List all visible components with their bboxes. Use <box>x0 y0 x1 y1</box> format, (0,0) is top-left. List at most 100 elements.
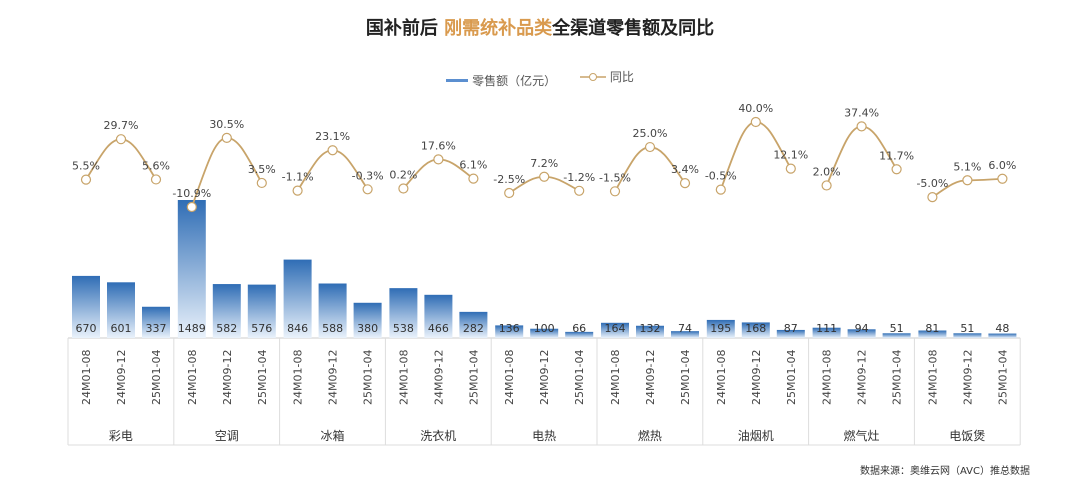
period-tick-label: 24M01-08 <box>503 350 516 405</box>
group-tick-label: 电热 <box>532 429 556 443</box>
bar-value-label: 87 <box>784 322 798 335</box>
period-tick-label: 25M01-04 <box>785 350 798 405</box>
yoy-point <box>997 173 1008 184</box>
period-tick-label: 24M01-08 <box>609 350 622 405</box>
bar-value-label: 168 <box>745 322 766 335</box>
period-tick-label: 24M09-12 <box>221 350 234 405</box>
yoy-value-label: -5.0% <box>916 177 948 190</box>
bar-value-label: 538 <box>393 322 414 335</box>
bar-value-label: 132 <box>640 322 661 335</box>
bar <box>988 333 1017 338</box>
period-tick-label: 25M01-04 <box>573 350 586 405</box>
bar-value-label: 380 <box>357 322 378 335</box>
yoy-point <box>115 134 127 145</box>
yoy-value-label: 29.7% <box>104 119 139 132</box>
yoy-point <box>327 145 338 156</box>
bar-value-label: 51 <box>890 322 904 335</box>
yoy-point <box>750 116 761 128</box>
bar-value-label: 1489 <box>178 322 206 335</box>
yoy-value-label: 37.4% <box>844 106 879 119</box>
period-tick-label: 25M01-04 <box>256 350 269 405</box>
legend-label-yoy: 同比 <box>609 70 634 84</box>
bar-value-label: 670 <box>76 322 97 335</box>
bar-value-label: 337 <box>146 322 167 335</box>
bar-value-label: 66 <box>572 322 586 335</box>
bar <box>671 331 699 338</box>
yoy-point <box>679 178 691 189</box>
yoy-point <box>468 173 479 184</box>
period-tick-label: 24M09-12 <box>327 350 340 405</box>
yoy-point <box>150 174 162 185</box>
yoy-value-label: -1.5% <box>599 171 631 184</box>
yoy-value-label: 7.2% <box>530 157 558 170</box>
yoy-value-label: 11.7% <box>879 149 914 162</box>
yoy-point <box>504 187 515 199</box>
bar <box>565 331 594 338</box>
yoy-point <box>221 132 232 143</box>
bar-value-label: 195 <box>710 322 731 335</box>
period-tick-label: 25M01-04 <box>996 350 1009 405</box>
bar <box>706 319 735 338</box>
bar <box>389 288 418 338</box>
bar <box>741 322 770 338</box>
period-tick-label: 24M01-08 <box>292 350 305 405</box>
period-tick-label: 24M09-12 <box>644 350 657 405</box>
yoy-value-label: 25.0% <box>633 127 668 140</box>
legend-label-sales: 零售额（亿元） <box>472 73 557 88</box>
yoy-point <box>856 121 867 132</box>
yoy-point <box>574 185 585 196</box>
legend: 零售额（亿元） 同比 <box>0 68 1080 89</box>
period-tick-label: 24M09-12 <box>961 350 974 405</box>
group-tick-label: 油烟机 <box>738 429 774 443</box>
yoy-point <box>785 163 796 174</box>
legend-line-swatch <box>579 72 606 81</box>
bar-value-label: 94 <box>855 322 869 335</box>
yoy-value-label: 17.6% <box>421 139 456 152</box>
period-tick-label: 24M09-12 <box>750 350 763 405</box>
group-tick-label: 洗衣机 <box>420 428 456 443</box>
bar <box>283 259 312 338</box>
period-tick-label: 24M09-12 <box>115 350 128 405</box>
period-tick-label: 25M01-04 <box>891 350 904 405</box>
period-tick-label: 24M01-08 <box>186 350 199 405</box>
yoy-point <box>256 177 267 189</box>
yoy-value-label: -1.2% <box>563 171 595 184</box>
bar <box>177 200 206 338</box>
bar <box>247 284 276 338</box>
bar <box>847 329 876 338</box>
period-tick-label: 24M09-12 <box>538 350 551 405</box>
period-tick-label: 24M01-08 <box>715 350 728 405</box>
period-tick-label: 25M01-04 <box>150 350 163 405</box>
bar <box>142 306 170 338</box>
yoy-point <box>927 192 938 203</box>
yoy-value-label: 5.5% <box>72 160 100 173</box>
yoy-point <box>362 184 373 195</box>
yoy-value-label: 3.4% <box>671 163 699 176</box>
yoy-value-label: 23.1% <box>315 130 350 143</box>
yoy-point <box>398 183 409 194</box>
yoy-value-label: 2.0% <box>813 165 841 178</box>
bar <box>424 294 453 338</box>
bar <box>72 275 100 338</box>
bar <box>882 333 911 338</box>
yoy-point <box>715 184 726 195</box>
group-tick-label: 燃气灶 <box>843 428 879 443</box>
chart-title: 国补前后 刚需统补品类全渠道零售额及同比 <box>0 14 1080 40</box>
bar-value-label: 466 <box>428 322 449 335</box>
yoy-value-label: 6.0% <box>988 159 1016 172</box>
yoy-value-label: 30.5% <box>209 118 244 131</box>
bar <box>953 333 982 338</box>
period-tick-label: 24M09-12 <box>856 350 869 405</box>
yoy-value-label: -0.5% <box>705 170 737 183</box>
yoy-value-label: 5.1% <box>953 160 981 173</box>
bar-value-label: 576 <box>251 322 272 335</box>
group-tick-label: 冰箱 <box>320 428 344 443</box>
bar-value-label: 282 <box>463 322 484 335</box>
period-tick-label: 25M01-04 <box>467 350 480 405</box>
bar <box>601 322 629 338</box>
legend-bar-swatch <box>446 78 469 82</box>
bar <box>918 330 947 338</box>
yoy-value-label: 12.1% <box>773 149 808 162</box>
yoy-point <box>186 201 197 213</box>
title-suffix: 全渠道零售额及同比 <box>552 18 715 39</box>
